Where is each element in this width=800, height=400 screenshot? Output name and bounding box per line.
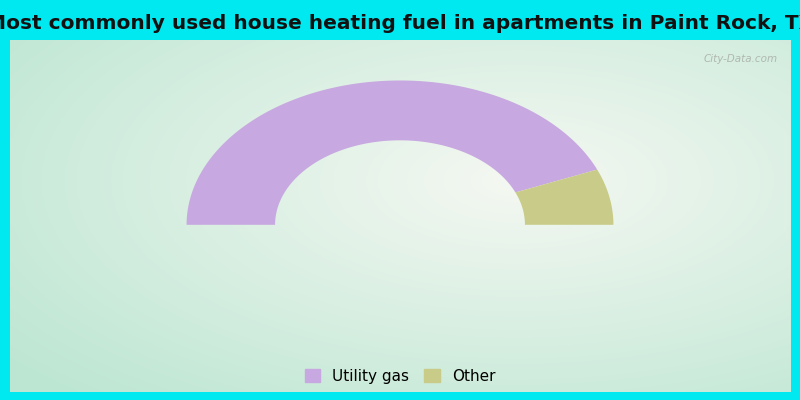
- Text: City-Data.com: City-Data.com: [703, 54, 778, 64]
- Legend: Utility gas, Other: Utility gas, Other: [300, 364, 500, 388]
- Text: Most commonly used house heating fuel in apartments in Paint Rock, TX: Most commonly used house heating fuel in…: [0, 14, 800, 33]
- Polygon shape: [186, 80, 597, 225]
- Polygon shape: [515, 170, 614, 225]
